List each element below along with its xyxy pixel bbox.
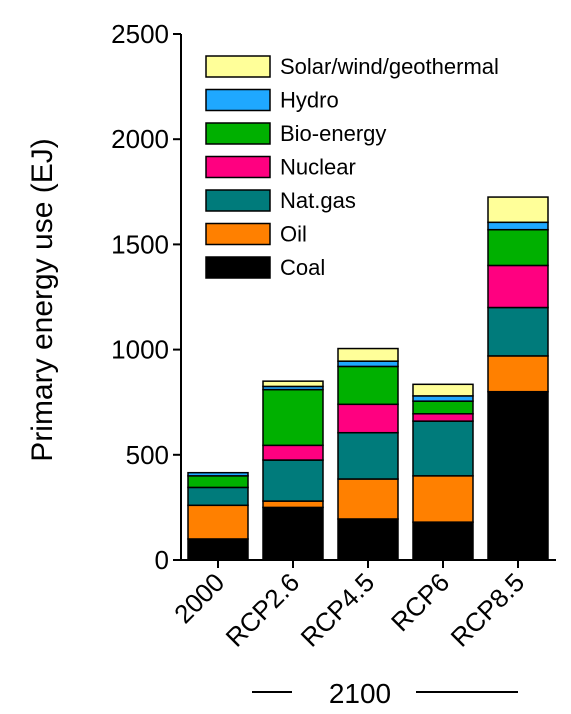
- bar-segment-hydro: [187, 471, 249, 477]
- bar-segment-coal: [412, 521, 474, 561]
- legend-item-solar-wind-geothermal: Solar/wind/geothermal: [205, 54, 499, 79]
- bar-segment-hydro: [337, 360, 399, 368]
- y-tick-label: 2500: [111, 19, 169, 49]
- bar-segment-oil: [187, 504, 249, 540]
- bar-segment-nuclear: [487, 264, 549, 309]
- bar-segment-bio-energy: [262, 388, 324, 447]
- legend-label: Coal: [280, 255, 325, 280]
- bar-segment-nat-gas: [487, 306, 549, 357]
- legend-swatch: [205, 222, 271, 246]
- bar-segment-hydro: [412, 395, 474, 402]
- bar-segment-coal: [487, 390, 549, 561]
- legend-swatch: [205, 256, 271, 279]
- legend-item-nat-gas: Nat.gas: [205, 188, 356, 213]
- legend-swatch: [205, 88, 271, 112]
- legend-swatch: [205, 155, 271, 179]
- y-tick-label: 500: [126, 440, 169, 470]
- y-axis-ticks: 0 500 1000 1500 2000 2500: [111, 19, 181, 575]
- bar-stack-2000: [187, 471, 249, 561]
- legend-item-hydro: Hydro: [205, 88, 339, 113]
- bar-segment-coal: [262, 506, 324, 561]
- bar-segment-nuclear: [337, 403, 399, 434]
- bar-segment-oil: [337, 478, 399, 520]
- x-tick-label: 2000: [168, 567, 230, 629]
- x-tick-label: RCP8.5: [445, 567, 531, 653]
- bar-stack-rcp2-6: [262, 380, 324, 561]
- bars: [187, 196, 549, 561]
- y-tick-label: 1000: [111, 335, 169, 365]
- legend-label: Oil: [280, 222, 307, 247]
- bar-segment-oil: [262, 500, 324, 509]
- legend-label: Hydro: [280, 88, 339, 113]
- legend-item-coal: Coal: [205, 255, 325, 280]
- bar-segment-nat-gas: [412, 420, 474, 477]
- bar-segment-coal: [187, 538, 249, 561]
- bar-segment-oil: [487, 355, 549, 393]
- bar-segment-bio-energy: [412, 400, 474, 415]
- bar-segment-nat-gas: [187, 486, 249, 507]
- bar-segment-bio-energy: [487, 228, 549, 267]
- legend-label: Nat.gas: [280, 188, 356, 213]
- bar-stack-rcp8-5: [487, 196, 549, 561]
- legend-label: Bio-energy: [280, 121, 386, 146]
- legend-label: Nuclear: [280, 155, 356, 180]
- bar-segment-nat-gas: [337, 431, 399, 480]
- legend-item-oil: Oil: [205, 222, 307, 247]
- bar-segment-solar-wind-geothermal: [337, 347, 399, 362]
- y-tick-label: 2000: [111, 124, 169, 154]
- legend: Solar/wind/geothermal Hydro Bio-energy Nucl…: [205, 54, 499, 280]
- bar-segment-solar-wind-geothermal: [487, 196, 549, 224]
- legend-item-bio-energy: Bio-energy: [205, 121, 386, 146]
- bar-segment-hydro: [487, 221, 549, 231]
- legend-swatch: [205, 55, 271, 78]
- group-label-2100: 2100: [329, 678, 391, 709]
- x-tick-label: RCP4.5: [295, 567, 381, 653]
- x-tick-label: RCP2.6: [220, 567, 306, 653]
- y-tick-label: 1500: [111, 229, 169, 259]
- bar-segment-bio-energy: [337, 365, 399, 406]
- legend-label: Solar/wind/geothermal: [280, 54, 499, 79]
- bar-segment-oil: [412, 475, 474, 523]
- legend-swatch: [205, 189, 271, 212]
- bar-segment-solar-wind-geothermal: [412, 383, 474, 397]
- bar-segment-nuclear: [412, 413, 474, 422]
- legend-item-nuclear: Nuclear: [205, 155, 356, 180]
- y-axis-title: Primary energy use (EJ): [26, 138, 59, 461]
- bar-segment-coal: [337, 518, 399, 561]
- bar-segment-nat-gas: [262, 459, 324, 502]
- bar-stack-rcp6: [412, 383, 474, 561]
- y-tick-label: 0: [155, 545, 169, 575]
- bar-stack-rcp4-5: [337, 347, 399, 561]
- bar-segment-bio-energy: [187, 475, 249, 489]
- bar-segment-nuclear: [262, 444, 324, 461]
- legend-swatch: [205, 122, 271, 145]
- bar-segment-solar-wind-geothermal: [262, 380, 324, 388]
- x-tick-label: RCP6: [385, 567, 455, 637]
